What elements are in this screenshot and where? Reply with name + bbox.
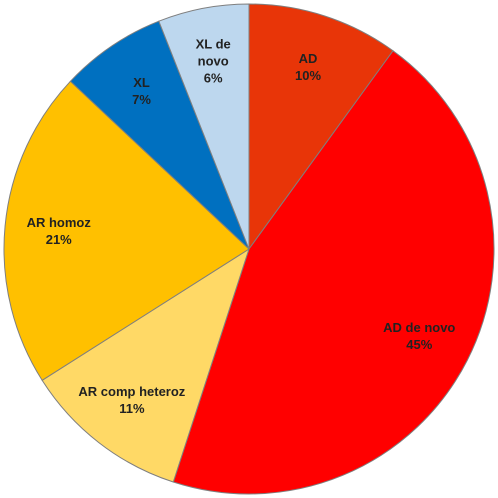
slice-name: XL de novo — [195, 36, 231, 69]
pie-slice — [172, 50, 495, 495]
slice-value: 11% — [119, 400, 145, 416]
slice-label: AD 10% — [295, 50, 321, 84]
pie-slice — [158, 3, 250, 250]
slice-label: AD de novo 45% — [383, 319, 455, 353]
slice-value: 10% — [295, 68, 322, 84]
slice-value: 6% — [203, 70, 223, 86]
slice-label: AR comp heteroz 11% — [78, 383, 185, 417]
slice-name: AR comp heteroz — [78, 383, 186, 399]
slice-label: XL de novo 6% — [183, 36, 243, 87]
slice-name: AD — [298, 51, 318, 67]
pie-slice — [248, 3, 394, 251]
slice-name: AR homoz — [26, 215, 91, 231]
slice-value: 45% — [406, 336, 433, 352]
slice-name: AD de novo — [383, 319, 456, 335]
slice-label: XL 7% — [132, 74, 151, 108]
slice-value: 21% — [45, 232, 72, 248]
pie-slice — [69, 20, 250, 250]
pie-slice — [41, 247, 250, 483]
pie-slice — [3, 80, 250, 381]
slice-label: AR homoz 21% — [27, 214, 91, 248]
slice-name: XL — [133, 74, 150, 90]
slice-value: 7% — [132, 91, 151, 107]
